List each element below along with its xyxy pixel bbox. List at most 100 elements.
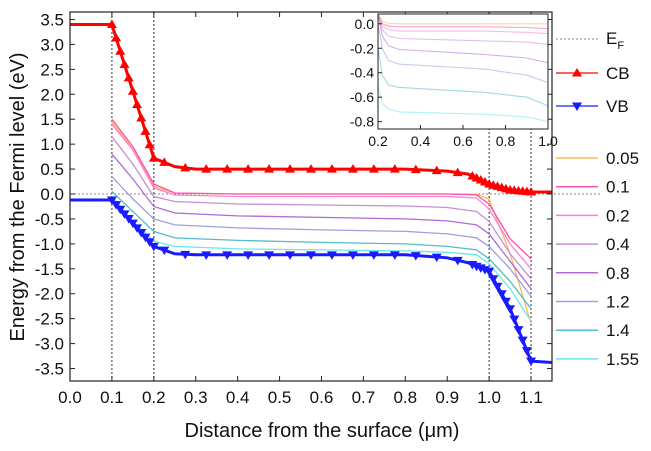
y-tick-label: -1.0 [35,235,64,254]
vb-marker [505,305,516,314]
legend-ef-symbol: E [606,29,617,48]
vb-marker [115,205,126,215]
legend-label-0.05: 0.05 [606,149,639,168]
y-tick-label: -3.5 [35,360,64,379]
curve-0.8 [111,153,532,290]
inset-y-tick-label: -0.6 [350,89,374,105]
inset-plot: 0.2 0.4 0.6 0.8 1.0 0.0 -0.2 -0.4 -0.6 -0.8 [350,13,558,149]
y-tick-label: 0.5 [40,160,64,179]
cb-marker [111,32,122,42]
y-tick-label: -0.5 [35,210,64,229]
vb-marker [513,326,524,335]
inset-x-tick-label: 0.6 [453,133,473,149]
vb-marker [521,347,532,356]
cb-marker [326,164,337,173]
vb-marker [389,251,400,260]
legend-label-0.1: 0.1 [606,178,630,197]
y-tick-label: -2.0 [35,285,64,304]
legend-label-cb: CB [606,64,630,83]
x-tick-label: 0.7 [352,388,376,407]
legend-label-1.4: 1.4 [606,321,630,340]
y-tick-label: 1.0 [40,135,64,154]
vb-marker [144,238,155,247]
vb-marker [410,252,421,261]
inset-y-tick-label: -0.8 [350,114,374,130]
vb-marker [488,275,499,284]
x-tick-label: 0.0 [58,388,82,407]
cb-marker [136,113,147,122]
x-tick-label: 0.1 [100,388,124,407]
legend-label-ef: EF [606,29,624,52]
cb-marker [389,164,400,173]
x-tick-label: 0.5 [268,388,292,407]
plot-frame [69,11,553,382]
x-tick-label: 0.8 [393,388,417,407]
cb-marker [243,164,254,173]
legend-ef-subscript: F [617,40,624,52]
inset-curve-0.8 [377,13,549,64]
cb-marker [201,164,212,173]
legend: EF CB VB 0.05 0.1 0.2 0.4 0.8 1.2 1.4 1.55 [556,29,639,369]
legend-marker-vb [572,102,582,111]
legend-label-1.2: 1.2 [606,293,630,312]
vb-marker [509,315,520,325]
inset-curve-1.55 [377,84,549,123]
cb-marker [306,164,316,173]
inset-x-tick-label: 0.8 [496,133,516,149]
inset-x-tick-label: 1.0 [538,133,558,149]
curve-0.1 [111,118,532,260]
y-tick-label: 2.5 [40,60,64,79]
y-tick-label: 3.0 [40,35,64,54]
cb-marker [431,165,442,175]
y-tick-label: 1.5 [40,110,64,129]
vb-marker [264,251,275,260]
x-tick-label: 0.3 [184,388,208,407]
legend-label-vb: VB [606,97,629,116]
cb-marker [144,139,155,149]
x-tick-label: 0.6 [310,388,334,407]
cb-marker [368,164,379,173]
cb-marker [148,153,159,162]
inset-curve-1.2 [377,23,549,84]
x-tick-label: 0.2 [142,388,166,407]
vb-marker [159,246,170,256]
vb-marker [106,196,117,205]
vb-marker [111,201,122,210]
vb-marker [368,251,379,260]
curve-1.4 [111,191,532,310]
legend-label-0.4: 0.4 [606,235,630,254]
vb-marker [526,357,537,367]
x-tick-label: 1.1 [519,388,543,407]
legend-label-0.2: 0.2 [606,206,630,225]
y-tick-label: -2.5 [35,310,64,329]
cb-marker [106,19,117,28]
vb-marker [127,219,138,229]
inset-background [378,14,548,129]
vb-marker [500,297,511,307]
cb-marker [285,164,296,173]
x-tick-label: 0.4 [226,388,250,407]
cb-marker [347,164,358,173]
cb-marker [123,72,134,82]
vb-marker [136,228,147,238]
vb-marker [452,256,463,266]
cb-marker [119,59,130,69]
inset-x-tick-label: 0.4 [411,133,431,149]
vb-marker [484,267,495,277]
curve-0.2 [111,123,532,270]
inset-curve-0.1 [377,13,549,30]
curve-1.2 [111,176,532,297]
curve-0.4 [111,136,532,280]
y-tick-label: -1.5 [35,260,64,279]
vb-marker [326,251,337,260]
vb-marker [123,215,134,224]
vb-marker [222,251,233,260]
x-axis-title: Distance from the surface (μm) [185,420,460,442]
inset-curve-0.4 [377,13,549,46]
vb-line [70,198,553,364]
y-tick-label: 2.0 [40,85,64,104]
cb-marker [127,86,138,95]
legend-marker-cb [572,68,582,77]
curve-0.05 [111,121,532,324]
